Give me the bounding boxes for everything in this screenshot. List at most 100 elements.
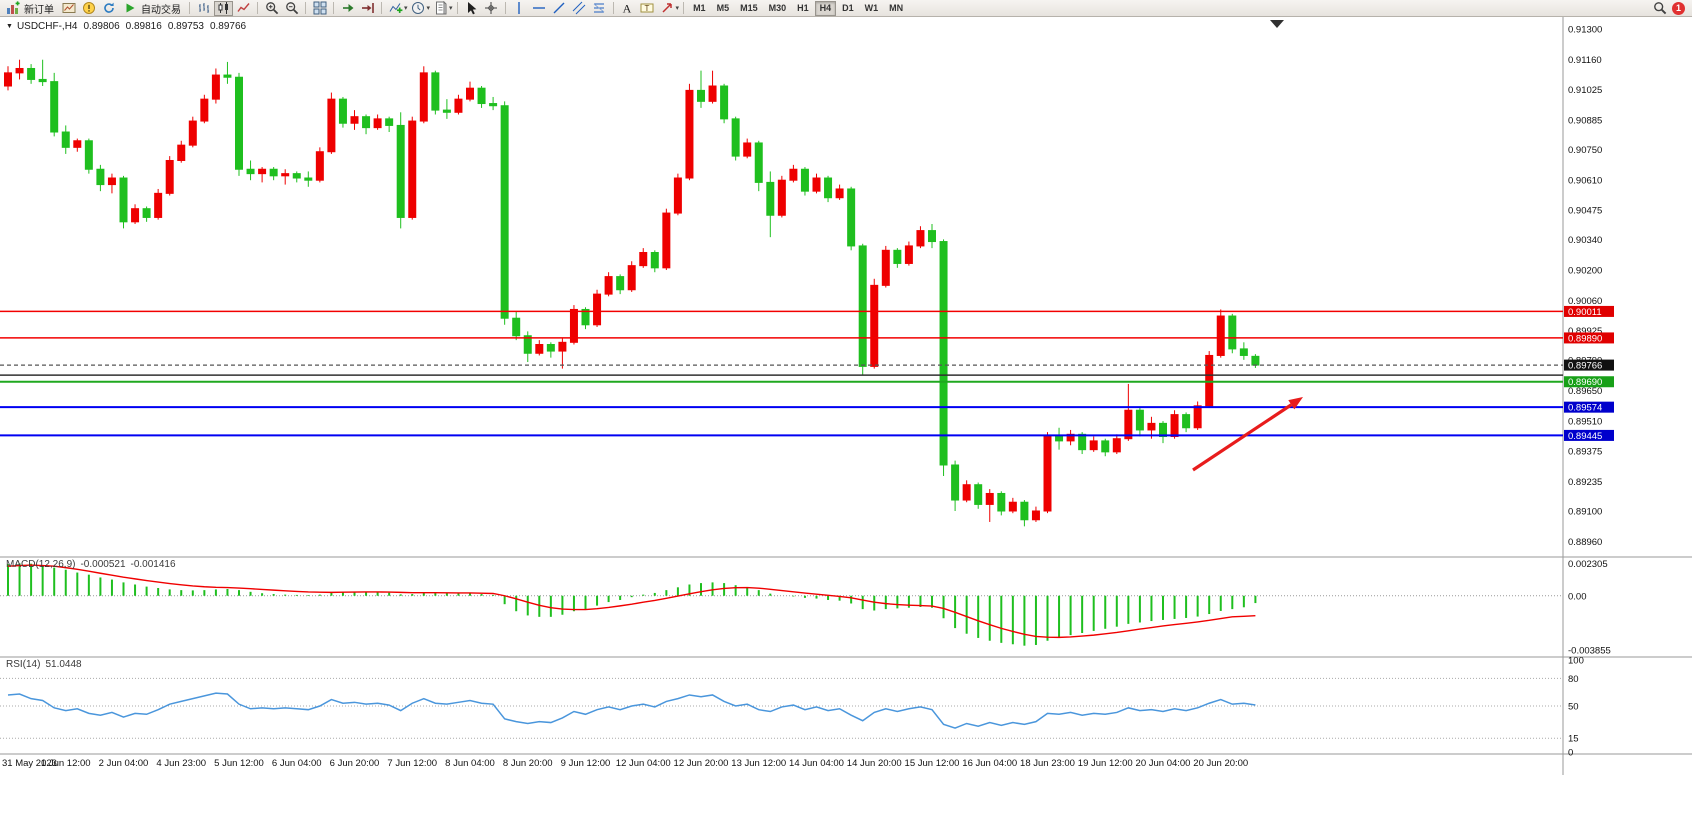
alert-icon[interactable] xyxy=(79,1,98,16)
dropdown-caret-icon[interactable]: ▾ xyxy=(426,5,431,12)
tile-windows-icon[interactable] xyxy=(310,1,329,16)
rsi-axis-label: 15 xyxy=(1568,734,1579,745)
toolbar-separator xyxy=(456,2,458,14)
macd-axis-label: -0.003855 xyxy=(1568,645,1611,656)
dropdown-caret-icon[interactable]: ▾ xyxy=(675,5,680,12)
price-axis-label: 0.91300 xyxy=(1568,25,1602,36)
toolbar: 新订单 自动交易 ▾ ▾ ▾ A T ▾ M1 M5 M15 M30 H1 H4 D1 W1 MN 1 xyxy=(0,0,1692,17)
time-axis-label: 18 Jun 23:00 xyxy=(1020,758,1075,769)
chart-area[interactable]: 0.91300 0.91160 0.91025 0.90885 0.90750 0.906… xyxy=(0,17,1692,838)
time-axis-label: 9 Jun 12:00 xyxy=(561,758,611,769)
channel-icon[interactable] xyxy=(570,1,589,16)
time-axis-label: 31 May 2023 xyxy=(2,758,57,769)
toolbar-separator xyxy=(612,2,614,14)
ohlc-open: 0.89806 xyxy=(83,21,120,32)
trend-arrow-head[interactable] xyxy=(1288,397,1303,410)
price-axis-label: 0.91160 xyxy=(1568,55,1602,66)
toolbar-separator xyxy=(305,2,306,14)
profile-icon[interactable] xyxy=(59,1,78,16)
line-chart-icon[interactable] xyxy=(234,1,253,16)
chart-shift-icon[interactable] xyxy=(358,1,377,16)
new-order-button[interactable]: 新订单 xyxy=(2,1,58,16)
rsi-value: 51.0448 xyxy=(45,659,82,670)
chart-shift-marker-icon[interactable] xyxy=(1270,20,1284,28)
candle-chart-icon[interactable] xyxy=(214,0,233,16)
svg-text:0.89890: 0.89890 xyxy=(1568,333,1602,344)
time-axis-label: 8 Jun 04:00 xyxy=(445,758,495,769)
candles-layer[interactable] xyxy=(4,59,1260,527)
autotrade-play-icon[interactable] xyxy=(120,1,139,16)
price-tag: 0.89690 xyxy=(1564,376,1614,388)
timeframe-button-h1[interactable]: H1 xyxy=(797,2,809,13)
indicators-icon[interactable] xyxy=(386,1,405,16)
ohlc-high: 0.89816 xyxy=(125,21,162,32)
trend-arrow[interactable] xyxy=(1192,403,1293,472)
timeframe-button-m30[interactable]: M30 xyxy=(768,2,787,13)
cursor-icon[interactable] xyxy=(462,1,481,16)
bar-chart-icon[interactable] xyxy=(194,1,213,16)
template-icon[interactable] xyxy=(431,1,450,16)
price-axis[interactable]: 0.91300 0.91160 0.91025 0.90885 0.90750 0.906… xyxy=(1568,25,1611,759)
toolbar-separator xyxy=(333,2,334,14)
periods-icon[interactable] xyxy=(409,1,428,16)
time-axis-label: 16 Jun 04:00 xyxy=(962,758,1017,769)
rsi-axis-label: 100 xyxy=(1568,656,1584,667)
price-tag: 0.90011 xyxy=(1564,305,1614,318)
timeframe-button-mn[interactable]: MN xyxy=(889,2,904,13)
rsi-line xyxy=(7,692,1256,729)
new-order-icon[interactable] xyxy=(3,1,22,16)
notification-badge[interactable]: 1 xyxy=(1672,1,1685,15)
price-axis-label: 0.89510 xyxy=(1568,417,1602,428)
vertical-line-icon[interactable] xyxy=(510,1,529,16)
time-axis-label: 19 Jun 12:00 xyxy=(1078,758,1133,769)
price-axis-label: 0.89235 xyxy=(1568,477,1602,488)
timeframe-button-h4[interactable]: H4 xyxy=(814,0,837,16)
dropdown-caret-icon[interactable]: ▾ xyxy=(449,5,453,12)
price-axis-label: 0.91025 xyxy=(1568,85,1602,96)
rsi-axis-label: 0 xyxy=(1568,748,1573,759)
svg-text:0.90011: 0.90011 xyxy=(1568,307,1602,318)
price-axis-label: 0.89650 xyxy=(1568,386,1602,397)
timeframe-button-m15[interactable]: M15 xyxy=(740,2,758,13)
toolbar-button-label: 自动交易 xyxy=(141,4,181,16)
price-axis-label: 0.90200 xyxy=(1568,266,1602,277)
text-icon[interactable]: A xyxy=(618,1,637,16)
toolbar-separator xyxy=(189,2,190,14)
time-axis-label: 13 Jun 12:00 xyxy=(731,758,786,769)
time-axis-label: 2 Jun 04:00 xyxy=(99,758,149,769)
time-axis-label: 14 Jun 04:00 xyxy=(789,758,844,769)
time-axis-label: 20 Jun 04:00 xyxy=(1136,758,1191,769)
time-axis-label: 14 Jun 20:00 xyxy=(847,758,902,769)
autotrade-play-button[interactable]: 自动交易 xyxy=(119,1,185,16)
collapse-triangle-icon[interactable]: ▼ xyxy=(6,23,13,30)
timeframe-button-m5[interactable]: M5 xyxy=(716,2,730,13)
timeframe-button-w1[interactable]: W1 xyxy=(864,2,879,13)
auto-scroll-icon[interactable] xyxy=(338,1,357,16)
timeframe-button-m1[interactable]: M1 xyxy=(693,2,706,13)
horizontal-line-icon[interactable] xyxy=(530,1,549,16)
rsi-axis-label: 50 xyxy=(1568,702,1579,713)
zoom-out-icon[interactable] xyxy=(282,1,301,16)
price-axis-label: 0.90885 xyxy=(1568,115,1602,126)
candlestick-chart[interactable]: 0.91300 0.91160 0.91025 0.90885 0.90750 0.906… xyxy=(0,17,1692,838)
price-axis-label: 0.90340 xyxy=(1568,235,1602,246)
chart-title: ▼ USDCHF-,H4 0.89806 0.89816 0.89753 0.89766 xyxy=(6,21,246,32)
zoom-in-icon[interactable] xyxy=(262,1,281,16)
fibonacci-icon[interactable] xyxy=(590,1,609,16)
text-label-icon[interactable]: T xyxy=(638,1,657,16)
crosshair-icon[interactable] xyxy=(482,1,501,16)
trendline-icon[interactable] xyxy=(550,1,569,16)
price-axis-label: 0.89100 xyxy=(1568,506,1602,517)
search-icon[interactable] xyxy=(1650,1,1669,16)
time-axis-label: 20 Jun 20:00 xyxy=(1193,758,1248,769)
arrow-styles-icon[interactable] xyxy=(658,1,677,16)
toolbar-separator xyxy=(683,2,685,14)
dropdown-caret-icon[interactable]: ▾ xyxy=(404,5,408,12)
toolbar-separator xyxy=(381,2,382,14)
price-axis-label: 0.90060 xyxy=(1568,296,1602,307)
price-axis-label: 0.89925 xyxy=(1568,326,1602,337)
refresh-icon[interactable] xyxy=(99,1,118,16)
timeframe-button-d1[interactable]: D1 xyxy=(842,2,854,13)
